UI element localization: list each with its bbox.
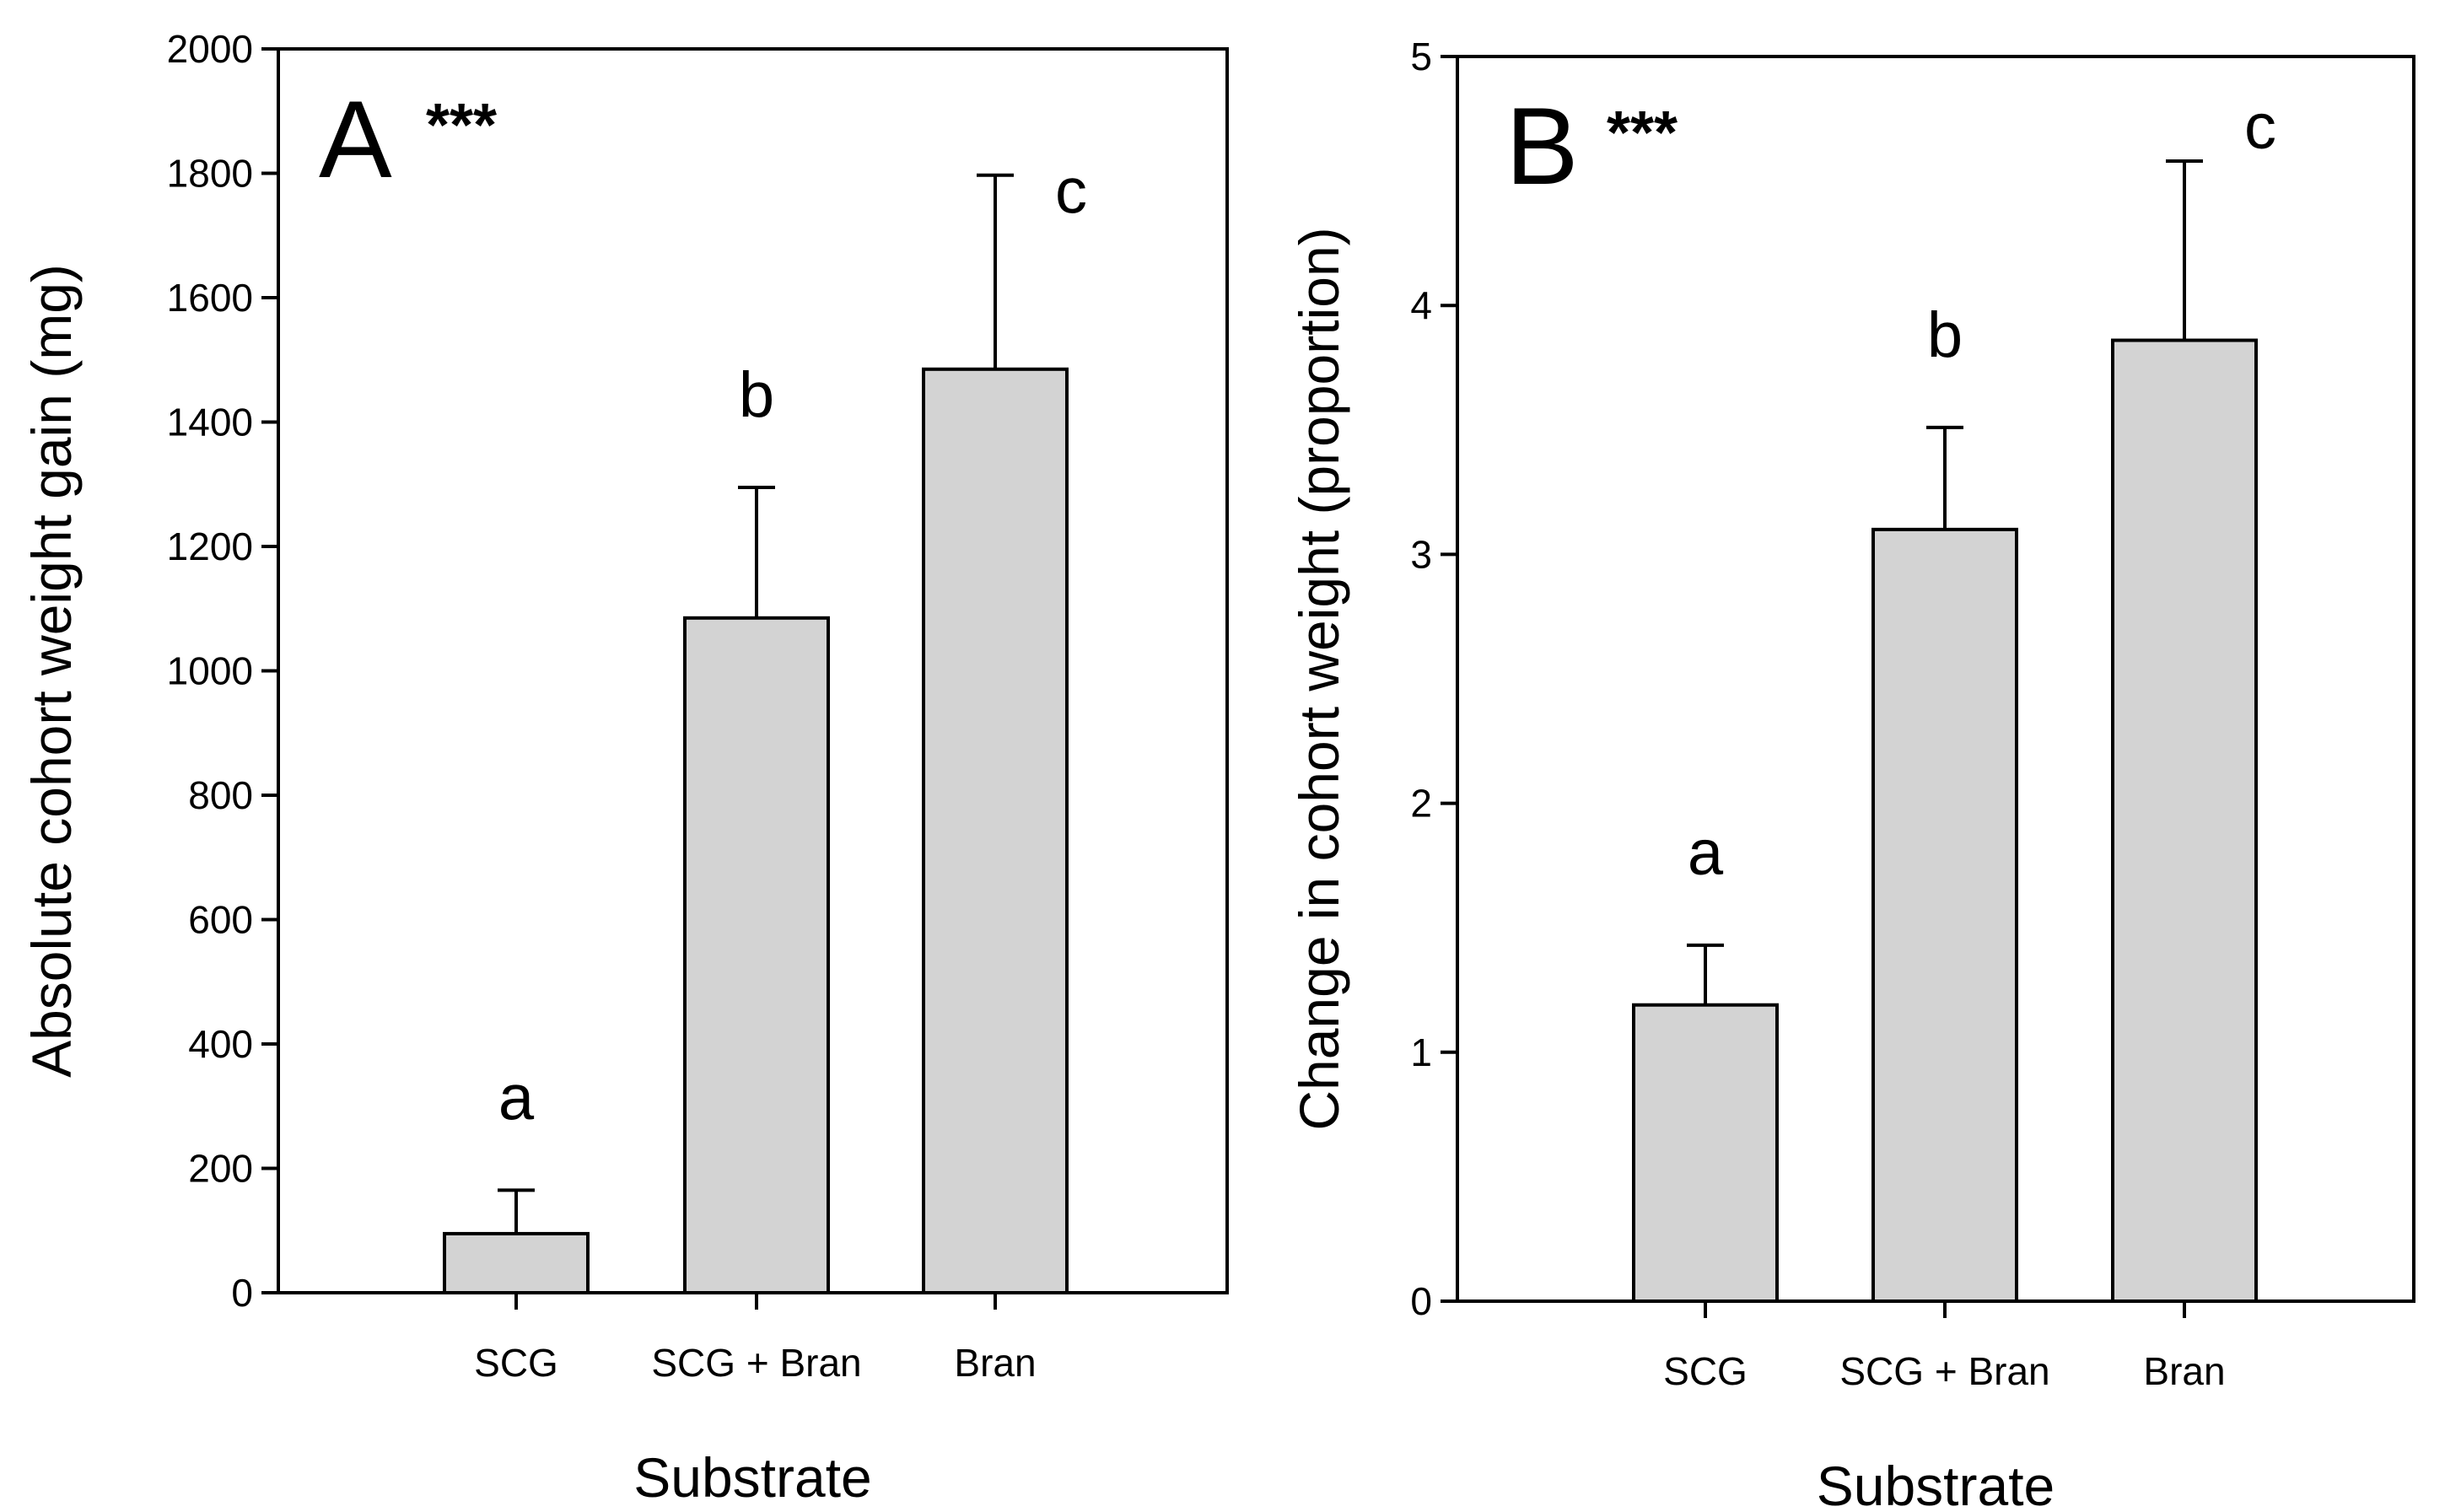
y-tick-label: 2 bbox=[1410, 782, 1432, 826]
panel-a: 0 200 400 600 800 1000 1200 1400 1600 1800 2000 SCG… bbox=[20, 27, 1229, 1509]
group-letter-1: a bbox=[1688, 817, 1724, 889]
y-tick-label: 400 bbox=[188, 1022, 253, 1066]
x-tick-label: SCG + Bran bbox=[651, 1341, 861, 1385]
x-tick-label: SCG bbox=[1663, 1349, 1748, 1393]
bar-1 bbox=[443, 1231, 590, 1294]
y-tick-label: 0 bbox=[231, 1271, 253, 1315]
group-letter-2: b bbox=[739, 359, 774, 431]
y-tick-label: 1600 bbox=[167, 276, 253, 320]
error-bar-1 bbox=[1687, 943, 1724, 1005]
y-axis-title: Change in cohort weight (proportion) bbox=[1288, 227, 1350, 1130]
x-axis-title: Substrate bbox=[633, 1446, 872, 1509]
group-letter-2: b bbox=[1927, 299, 1963, 371]
group-letter-1: a bbox=[498, 1062, 535, 1133]
y-tick-label: 0 bbox=[1410, 1279, 1432, 1323]
error-bar-1 bbox=[498, 1188, 535, 1234]
x-axis-title: Substrate bbox=[1817, 1455, 2055, 1512]
y-tick-label: 800 bbox=[188, 773, 253, 817]
y-tick-label: 1000 bbox=[167, 649, 253, 693]
bar-2 bbox=[1871, 527, 2018, 1303]
y-tick-label: 1400 bbox=[167, 401, 253, 444]
panel-letter: A bbox=[319, 78, 392, 201]
group-letter-3: c bbox=[1055, 156, 1087, 228]
error-bar-2 bbox=[1926, 425, 1963, 530]
error-bar-3 bbox=[977, 173, 1014, 369]
bar-3 bbox=[922, 367, 1069, 1294]
bar-1 bbox=[1632, 1003, 1779, 1304]
y-tick-label: 200 bbox=[188, 1147, 253, 1191]
error-bar-3 bbox=[2166, 159, 2203, 341]
significance-stars: *** bbox=[1607, 100, 1678, 167]
y-axis-title: Absolute cohort weight gain (mg) bbox=[20, 264, 83, 1078]
y-tick-label: 4 bbox=[1410, 283, 1432, 327]
plot-frame bbox=[1456, 55, 2415, 1303]
panel-b: 0 1 2 3 4 5 SCG SCG + Bran Bran a b c B *** Change in … bbox=[1288, 35, 2415, 1512]
x-tick-label: Bran bbox=[2143, 1349, 2225, 1393]
significance-stars: *** bbox=[426, 92, 497, 159]
y-tick-label: 600 bbox=[188, 898, 253, 942]
y-tick-label: 3 bbox=[1410, 532, 1432, 576]
x-tick-label: SCG + Bran bbox=[1839, 1349, 2049, 1393]
y-tick-label: 1200 bbox=[167, 525, 253, 568]
panel-letter: B bbox=[1505, 84, 1579, 207]
y-tick-label: 5 bbox=[1410, 35, 1432, 78]
error-bar-2 bbox=[738, 485, 775, 618]
group-letter-3: c bbox=[2244, 91, 2276, 163]
y-tick-label: 1800 bbox=[167, 152, 253, 196]
bar-3 bbox=[2111, 338, 2258, 1304]
x-tick-label: Bran bbox=[954, 1341, 1036, 1385]
y-tick-label: 2000 bbox=[167, 27, 253, 71]
y-tick-label: 1 bbox=[1410, 1030, 1432, 1074]
x-tick-label: SCG bbox=[474, 1341, 558, 1385]
bar-2 bbox=[683, 616, 830, 1294]
